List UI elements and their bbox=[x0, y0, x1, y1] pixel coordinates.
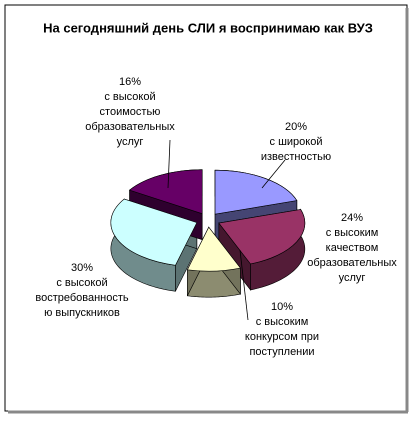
category-label: стоимостью bbox=[100, 106, 161, 118]
category-label: с высоким bbox=[256, 316, 309, 328]
chart-frame bbox=[4, 4, 408, 412]
category-label: с высокой bbox=[104, 91, 155, 103]
category-label: услуг bbox=[117, 136, 144, 148]
slice bbox=[128, 169, 203, 215]
category-label: поступлении bbox=[249, 346, 314, 358]
slice bbox=[186, 226, 241, 272]
category-label: с высоким bbox=[326, 227, 379, 239]
category-label: образовательных bbox=[307, 257, 397, 269]
category-label: с широкой bbox=[270, 136, 323, 148]
category-label: конкурсом при bbox=[245, 331, 319, 343]
category-label: известностью bbox=[261, 151, 331, 163]
category-label: востребованность bbox=[35, 292, 129, 304]
leader-line bbox=[239, 249, 249, 321]
category-label: услуг bbox=[339, 272, 366, 284]
data-label: 10% bbox=[271, 301, 293, 313]
slice bbox=[214, 169, 298, 215]
category-label: качеством bbox=[326, 242, 379, 254]
category-label: с высокой bbox=[56, 277, 107, 289]
data-label: 24% bbox=[341, 212, 363, 224]
data-label: 20% bbox=[285, 121, 307, 133]
chart-title: На сегодняшний день СЛИ я воспринимаю ка… bbox=[43, 20, 373, 35]
category-label: образовательных bbox=[85, 121, 175, 133]
leader-line bbox=[167, 139, 171, 189]
data-label: 16% bbox=[119, 76, 141, 88]
slice bbox=[110, 198, 198, 266]
category-label: ю выпускников bbox=[44, 307, 120, 319]
leader-line bbox=[261, 159, 286, 189]
data-label: 30% bbox=[71, 262, 93, 274]
